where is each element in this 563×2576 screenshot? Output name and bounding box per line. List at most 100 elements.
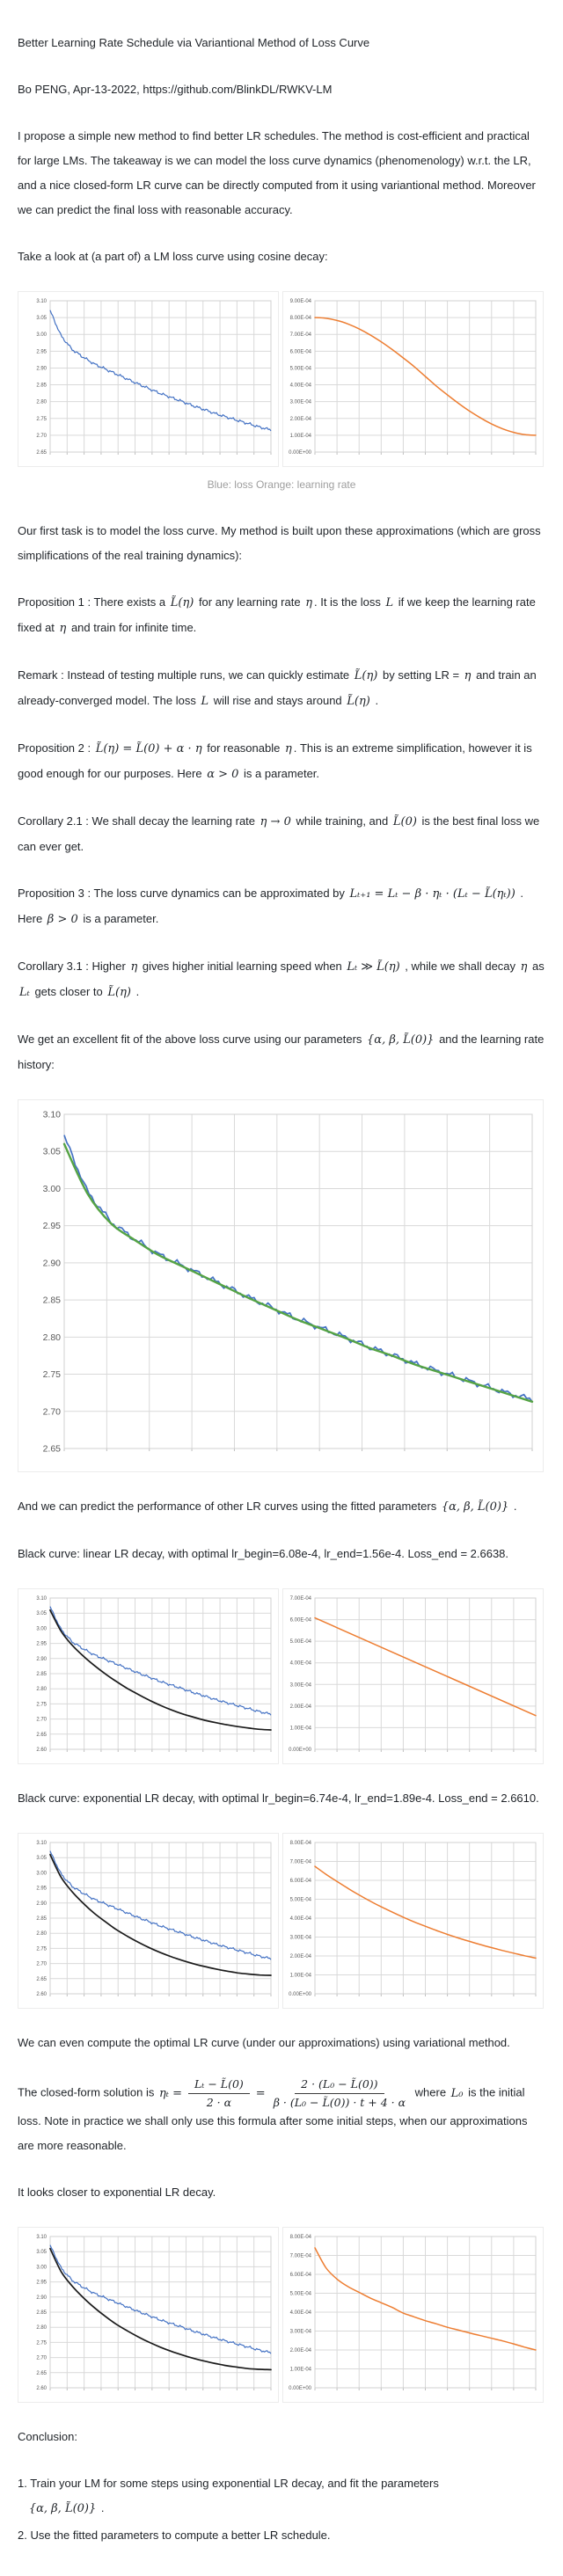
svg-text:0.00E+00: 0.00E+00 [289,1992,312,1997]
linear-decay-result-line: Black curve: linear LR decay, with optim… [18,1547,509,1560]
svg-text:0.00E+00: 0.00E+00 [289,2386,312,2391]
svg-text:3.05: 3.05 [36,1611,47,1616]
svg-text:3.00E-04: 3.00E-04 [290,2330,312,2335]
corollary-3-1: Corollary 3.1 : Higher η gives higher in… [18,960,545,999]
svg-text:2.70: 2.70 [36,1962,47,1967]
corollary-2-1: Corollary 2.1 : We shall decay the learn… [18,814,540,853]
loss-chart-optimal: 3.10 3.05 3.00 2.95 2.90 2.85 2.80 2.75 2.70 2.65… [18,2227,279,2404]
svg-text:3.00E-04: 3.00E-04 [290,400,312,405]
conclusion-item-1: 1. Train your LM for some steps using ex… [18,2477,439,2516]
svg-text:2.95: 2.95 [36,1642,47,1647]
lr-chart-linear-decay: 7.00E-04 6.00E-04 5.00E-04 4.00E-04 3.00E-04… [282,1588,544,1764]
svg-text:3.05: 3.05 [36,316,47,321]
closer-paragraph: It looks closer to exponential LR decay. [18,2186,216,2200]
svg-text:2.80: 2.80 [36,400,47,405]
svg-text:3.00: 3.00 [43,1184,62,1194]
svg-text:5.00E-04: 5.00E-04 [290,366,312,371]
remark-paragraph: Remark : Instead of testing multiple run… [18,668,537,708]
svg-text:6.00E-04: 6.00E-04 [290,2273,312,2278]
lr-chart-optimal: 8.00E-04 7.00E-04 6.00E-04 5.00E-04 4.00E-04… [282,2227,544,2404]
predict-paragraph: And we can predict the performance of ot… [18,1500,517,1514]
svg-text:4.00E-04: 4.00E-04 [290,1916,312,1922]
svg-text:8.00E-04: 8.00E-04 [290,316,312,321]
variational-paragraph: We can even compute the optimal LR curve… [18,2036,510,2049]
svg-text:2.90: 2.90 [36,1657,47,1662]
svg-text:4.00E-04: 4.00E-04 [290,383,312,389]
svg-text:2.90: 2.90 [36,1901,47,1907]
svg-text:2.60: 2.60 [36,1748,47,1753]
svg-text:1.00E-04: 1.00E-04 [290,2368,312,2373]
loss-chart-exp-decay: 3.10 3.05 3.00 2.95 2.90 2.85 2.80 2.75 2.70 2.65… [18,1833,279,2009]
svg-text:7.00E-04: 7.00E-04 [290,1596,312,1602]
closed-form-paragraph: The closed-form solution is ηₜ = Lₜ − L̃(… [18,2077,528,2153]
svg-text:2.65: 2.65 [36,1977,47,1982]
svg-text:2.90: 2.90 [36,366,47,371]
svg-text:2.90: 2.90 [43,1258,62,1268]
conclusion-heading: Conclusion: [18,2430,77,2444]
chart-caption: Blue: loss Orange: learning rate [207,478,356,491]
cosine-intro: Take a look at (a part of) a LM loss cur… [18,250,328,263]
svg-text:3.10: 3.10 [43,1110,62,1120]
byline: Bo PENG, Apr-13-2022, https://github.com… [18,83,333,96]
proposition-1: Proposition 1 : There exists a L̃(η) for… [18,595,536,635]
svg-text:0.00E+00: 0.00E+00 [289,1748,312,1753]
svg-text:3.10: 3.10 [36,299,47,304]
conclusion-item-2: 2. Use the fitted parameters to compute … [18,2529,331,2543]
svg-text:2.60: 2.60 [36,1992,47,1997]
svg-text:3.10: 3.10 [36,1596,47,1602]
linear-decay-chart-pair: 3.10 3.05 3.00 2.95 2.90 2.85 2.80 2.75 2.70 2.65… [18,1588,545,1764]
svg-text:6.00E-04: 6.00E-04 [290,1618,312,1624]
lr-chart-exp-decay: 8.00E-04 7.00E-04 6.00E-04 5.00E-04 4.00E-04… [282,1833,544,2009]
svg-text:5.00E-04: 5.00E-04 [290,2292,312,2297]
first-task-paragraph: Our first task is to model the loss curv… [18,524,541,562]
svg-text:3.00E-04: 3.00E-04 [290,1682,312,1688]
page-title: Better Learning Rate Schedule via Varian… [18,36,370,49]
svg-text:2.85: 2.85 [36,2310,47,2316]
svg-text:2.65: 2.65 [43,1444,62,1455]
conclusion-list: 1. Train your LM for some steps using ex… [18,2471,545,2548]
svg-text:2.95: 2.95 [36,349,47,354]
svg-text:3.10: 3.10 [36,1841,47,1846]
svg-text:6.00E-04: 6.00E-04 [290,1879,312,1884]
svg-text:5.00E-04: 5.00E-04 [290,1898,312,1903]
svg-text:2.75: 2.75 [36,417,47,422]
svg-text:8.00E-04: 8.00E-04 [290,1841,312,1846]
svg-text:5.00E-04: 5.00E-04 [290,1639,312,1645]
svg-text:2.75: 2.75 [36,1702,47,1707]
svg-text:2.85: 2.85 [36,1672,47,1677]
intro-paragraph: I propose a simple new method to find be… [18,129,536,216]
svg-text:3.05: 3.05 [43,1147,62,1157]
svg-text:2.70: 2.70 [36,2356,47,2361]
loss-chart-cosine-run: 3.10 3.05 3.00 2.95 2.90 2.85 2.80 2.75 2.70 2.65 [18,291,279,467]
exp-decay-result-line: Black curve: exponential LR decay, with … [18,1792,539,1805]
svg-text:2.80: 2.80 [36,2325,47,2331]
svg-text:2.80: 2.80 [36,1931,47,1937]
loss-fit-chart: 3.10 3.05 3.00 2.95 2.90 2.85 2.80 2.75 2.70 2.65 [18,1099,544,1472]
svg-text:2.00E-04: 2.00E-04 [290,2348,312,2353]
svg-text:0.00E+00: 0.00E+00 [289,450,312,456]
svg-text:4.00E-04: 4.00E-04 [290,2310,312,2316]
svg-text:2.80: 2.80 [36,1687,47,1692]
svg-text:8.00E-04: 8.00E-04 [290,2235,312,2240]
proposition-2: Proposition 2 : L̃(η) = L̃(0) + α · η fo… [18,741,532,781]
svg-text:2.75: 2.75 [43,1369,62,1380]
svg-text:2.70: 2.70 [36,434,47,439]
svg-text:2.60: 2.60 [36,2386,47,2391]
svg-text:2.85: 2.85 [36,1916,47,1922]
svg-text:2.70: 2.70 [36,1718,47,1723]
svg-text:2.75: 2.75 [36,1946,47,1952]
svg-text:2.95: 2.95 [43,1221,62,1231]
proposition-3: Proposition 3 : The loss curve dynamics … [18,887,524,926]
svg-text:2.85: 2.85 [36,383,47,389]
svg-text:4.00E-04: 4.00E-04 [290,1661,312,1667]
cosine-run-chart-pair: 3.10 3.05 3.00 2.95 2.90 2.85 2.80 2.75 2.70 2.65… [18,291,545,467]
svg-text:3.00: 3.00 [36,1626,47,1631]
loss-chart-linear-decay: 3.10 3.05 3.00 2.95 2.90 2.85 2.80 2.75 2.70 2.65… [18,1588,279,1764]
svg-text:2.70: 2.70 [43,1406,62,1417]
svg-text:2.00E-04: 2.00E-04 [290,417,312,422]
svg-text:7.00E-04: 7.00E-04 [290,332,312,338]
svg-text:2.75: 2.75 [36,2341,47,2346]
svg-text:1.00E-04: 1.00E-04 [290,1726,312,1731]
optimal-lr-chart-pair: 3.10 3.05 3.00 2.95 2.90 2.85 2.80 2.75 2.70 2.65… [18,2227,545,2404]
